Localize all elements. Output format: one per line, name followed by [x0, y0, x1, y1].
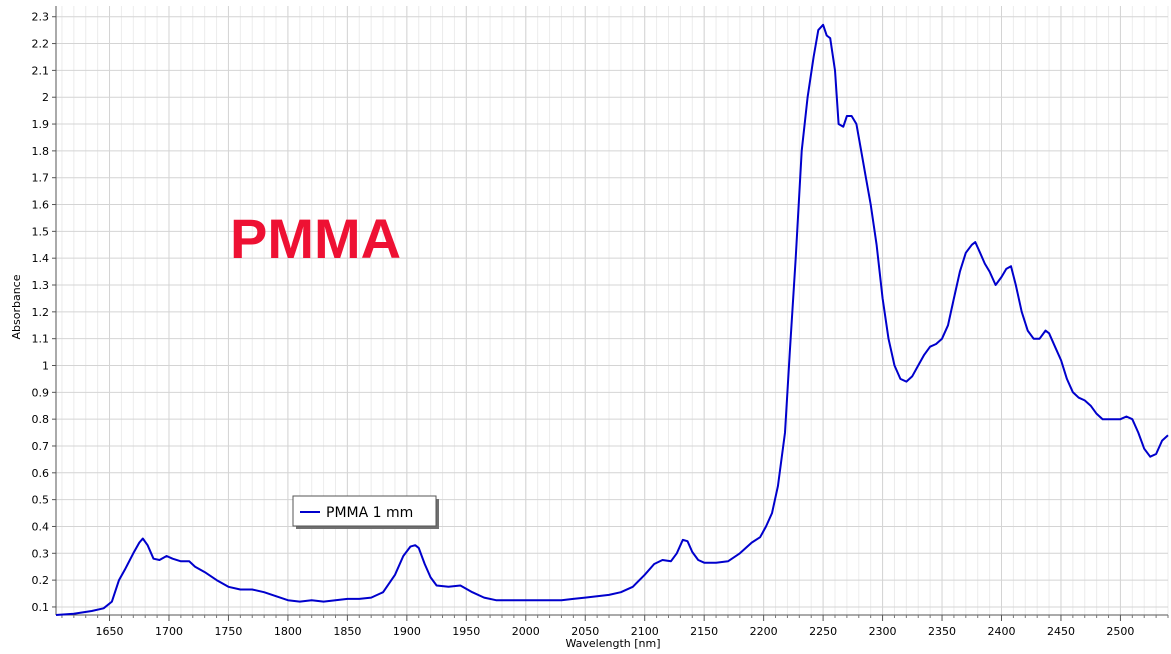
x-tick-label: 2200: [750, 625, 778, 638]
x-tick-label: 1650: [96, 625, 124, 638]
x-tick-label: 1700: [155, 625, 183, 638]
x-tick-label: 1750: [214, 625, 242, 638]
y-tick-label: 0.9: [32, 386, 50, 399]
x-tick-label: 2300: [869, 625, 897, 638]
y-tick-label: 2.3: [32, 11, 50, 24]
y-tick-label: 1.2: [32, 306, 50, 319]
y-tick-label: 0.4: [32, 520, 50, 533]
y-tick-label: 0.7: [32, 440, 50, 453]
y-tick-label: 2: [42, 91, 49, 104]
y-tick-label: 1.4: [32, 252, 50, 265]
x-tick-label: 2150: [690, 625, 718, 638]
x-axis-label: Wavelength [nm]: [565, 637, 660, 650]
x-tick-label: 1850: [333, 625, 361, 638]
series-group: [55, 23, 1169, 616]
x-axis-ticks: 1650 1700 1750 1800 1850 1900 1950 2000 2050 2100…: [61, 615, 1169, 638]
y-axis-label: Absorbance: [10, 274, 23, 339]
y-tick-label: 0.6: [32, 467, 50, 480]
y-tick-label: 1.6: [32, 199, 50, 212]
x-tick-label: 1900: [393, 625, 421, 638]
y-tick-label: 0.2: [32, 574, 50, 587]
x-tick-label: 2100: [631, 625, 659, 638]
y-tick-label: 1.1: [32, 333, 50, 346]
legend-entry-label: PMMA 1 mm: [326, 505, 413, 521]
axes: [55, 6, 1168, 616]
x-tick-label: 1950: [452, 625, 480, 638]
y-tick-label: 1.7: [32, 172, 50, 185]
grid-lines: [56, 6, 1169, 615]
y-tick-label: 1.5: [32, 225, 50, 238]
x-tick-label: 2250: [809, 625, 837, 638]
y-tick-label: 2.2: [32, 38, 50, 51]
y-tick-label: 2.1: [32, 64, 50, 77]
y-tick-label: 0.3: [32, 547, 50, 560]
y-tick-label: 0.1: [32, 601, 50, 614]
y-tick-label: 1.8: [32, 145, 50, 158]
x-tick-label: 2500: [1106, 625, 1134, 638]
y-tick-label: 0.5: [32, 494, 50, 507]
legend: PMMA 1 mm: [292, 495, 439, 529]
y-tick-label: 1: [42, 359, 49, 372]
x-tick-label: 2000: [512, 625, 540, 638]
y-tick-label: 1.9: [32, 118, 50, 131]
x-tick-label: 1800: [274, 625, 302, 638]
y-tick-label: 0.8: [32, 413, 50, 426]
x-tick-label: 2050: [571, 625, 599, 638]
y-tick-label: 1.3: [32, 279, 50, 292]
x-tick-label: 2350: [928, 625, 956, 638]
series-line-0: [55, 23, 1169, 616]
x-tick-label: 2450: [1047, 625, 1075, 638]
x-tick-label: 2400: [987, 625, 1015, 638]
y-axis-ticks: 0.1 0.2 0.3 0.4 0.5 0.6 0.7 0.8 0.9 1 1.1 1.2 1.3 1.4…: [32, 11, 56, 614]
chart-annotation: PMMA: [230, 207, 401, 270]
